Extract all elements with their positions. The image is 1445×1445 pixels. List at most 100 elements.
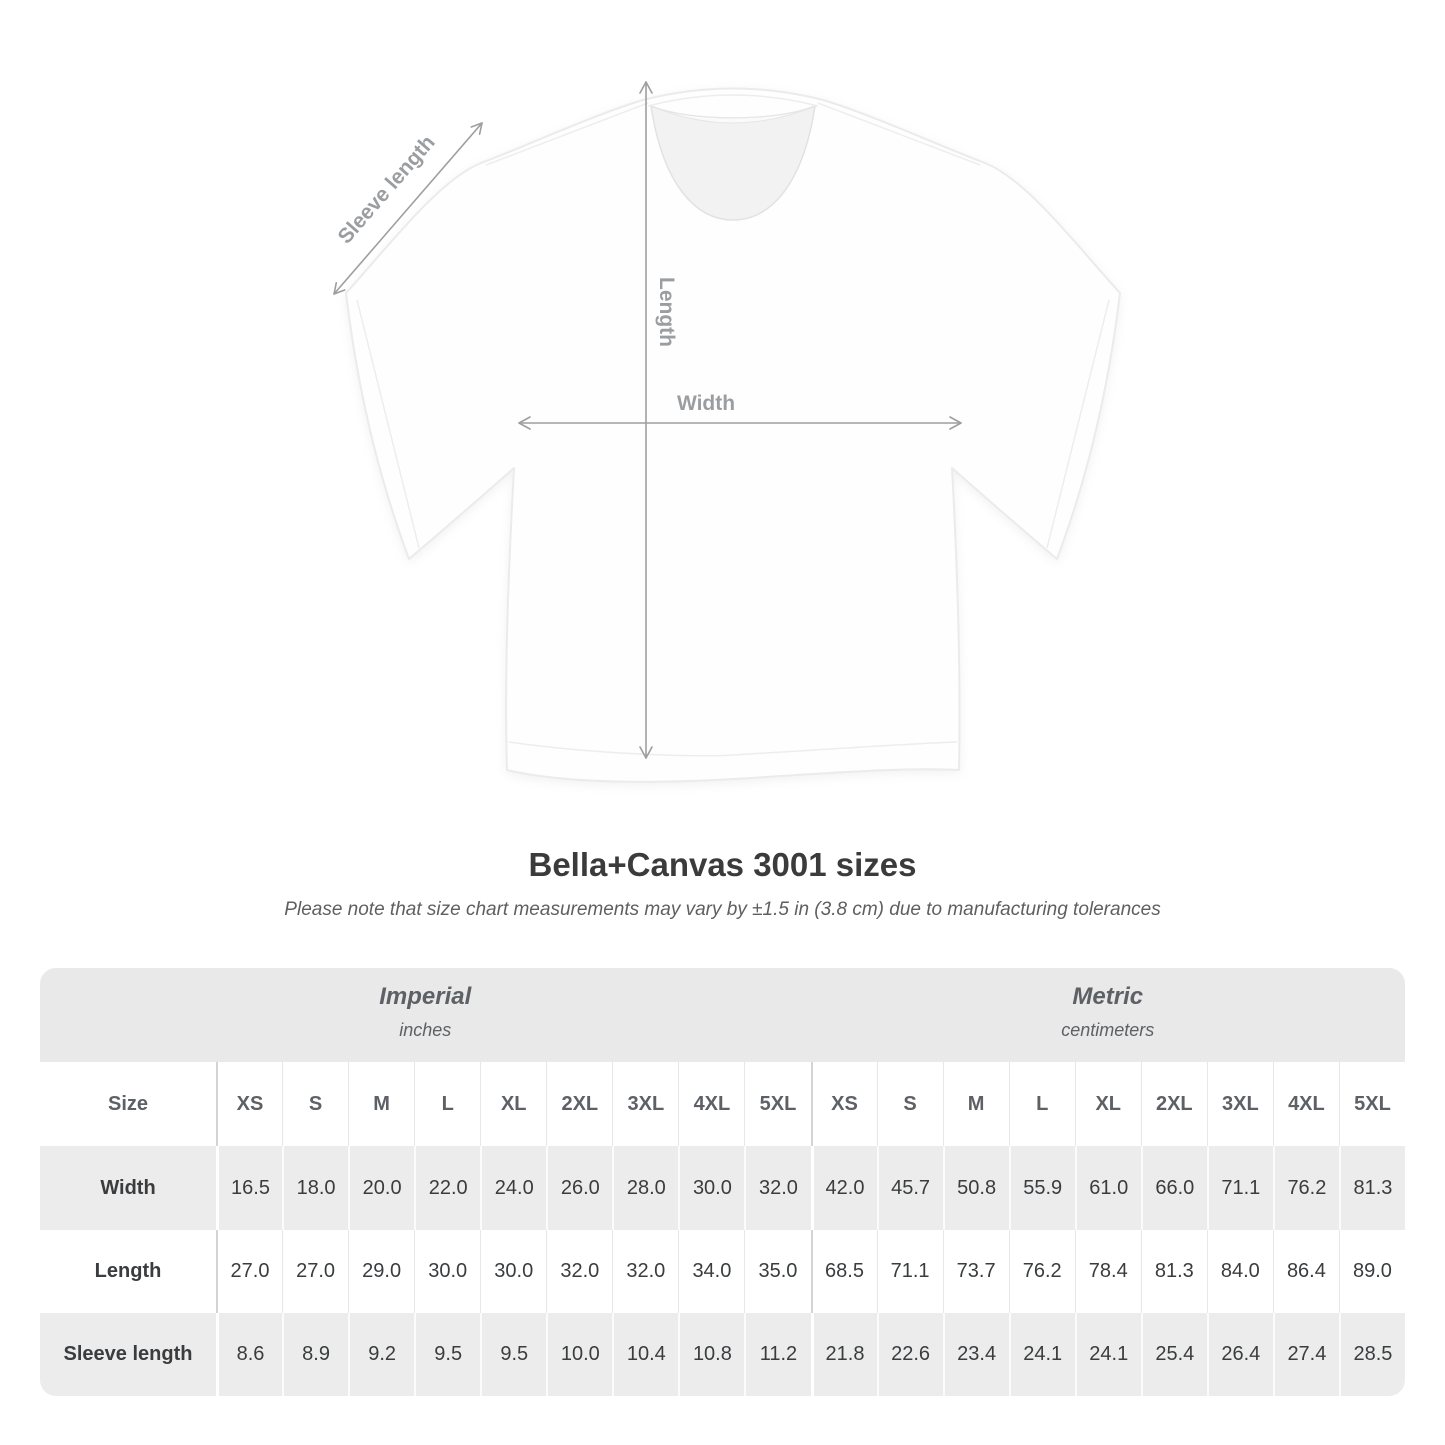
unit-header-band: Imperial inches Metric centimeters bbox=[40, 968, 1405, 1062]
size-header-cell: 5XL bbox=[744, 1062, 811, 1146]
value-cell: 8.6 bbox=[216, 1313, 283, 1396]
value-cell: 81.3 bbox=[1140, 1230, 1207, 1313]
sleeve-hems bbox=[356, 299, 1110, 549]
value-cell: 29.0 bbox=[348, 1230, 415, 1313]
value-cell: 32.0 bbox=[612, 1230, 679, 1313]
size-column-header: Size bbox=[40, 1062, 216, 1146]
size-header-cell: 2XL bbox=[1140, 1062, 1207, 1146]
size-header-cell: XL bbox=[1074, 1062, 1141, 1146]
table-row: Length 27.0 27.0 29.0 30.0 30.0 32.0 32.0 34.0 35… bbox=[40, 1230, 1405, 1313]
table-row: Width 16.5 18.0 20.0 22.0 24.0 26.0 28.0 30.0 32.… bbox=[40, 1146, 1405, 1230]
width-label: Width bbox=[676, 392, 736, 415]
size-header-cell: 4XL bbox=[678, 1062, 745, 1146]
value-cell: 35.0 bbox=[744, 1230, 811, 1313]
row-label-cell: Sleeve length bbox=[40, 1313, 216, 1396]
tshirt-illustration bbox=[333, 81, 1121, 783]
value-cell: 22.6 bbox=[876, 1313, 943, 1396]
metric-section-header: Metric centimeters bbox=[810, 968, 1405, 1062]
tshirt-shape bbox=[345, 87, 1121, 783]
value-cell: 27.0 bbox=[282, 1230, 349, 1313]
value-cell: 55.9 bbox=[1008, 1146, 1075, 1230]
shoulder-seams bbox=[485, 102, 981, 166]
size-header-cell: 4XL bbox=[1272, 1062, 1339, 1146]
value-cell: 73.7 bbox=[942, 1230, 1009, 1313]
metric-unit: centimeters bbox=[1061, 1020, 1155, 1040]
size-header-cell: S bbox=[876, 1062, 943, 1146]
value-cell: 24.1 bbox=[1008, 1313, 1075, 1396]
value-cell: 71.1 bbox=[1206, 1146, 1273, 1230]
value-cell: 30.0 bbox=[678, 1146, 745, 1230]
title-block: Bella+Canvas 3001 sizes Please note that… bbox=[0, 845, 1445, 921]
value-cell: 34.0 bbox=[678, 1230, 745, 1313]
length-arrow bbox=[639, 81, 653, 759]
size-chart-table: Imperial inches Metric centimeters Size X… bbox=[40, 968, 1405, 1396]
table-row: Size XS S M L XL 2XL 3XL 4XL 5XL XS S M L XL 2XL 3XL 4XL 5… bbox=[40, 1062, 1405, 1146]
metric-title: Metric bbox=[1072, 983, 1144, 1010]
value-cell: 9.5 bbox=[480, 1313, 547, 1396]
value-cell: 25.4 bbox=[1140, 1313, 1207, 1396]
size-header-cell: XS bbox=[810, 1062, 877, 1146]
value-cell: 28.0 bbox=[612, 1146, 679, 1230]
value-cell: 84.0 bbox=[1206, 1230, 1273, 1313]
value-cell: 27.0 bbox=[216, 1230, 283, 1313]
value-cell: 76.2 bbox=[1272, 1146, 1339, 1230]
size-header-cell: M bbox=[348, 1062, 415, 1146]
width-arrow bbox=[518, 416, 962, 430]
value-cell: 10.4 bbox=[612, 1313, 679, 1396]
hem-stitch bbox=[508, 741, 958, 757]
value-cell: 9.5 bbox=[414, 1313, 481, 1396]
size-header-cell: 3XL bbox=[612, 1062, 679, 1146]
value-cell: 20.0 bbox=[348, 1146, 415, 1230]
value-cell: 11.2 bbox=[744, 1313, 811, 1396]
size-header-cell: XL bbox=[480, 1062, 547, 1146]
value-cell: 8.9 bbox=[282, 1313, 349, 1396]
value-cell: 68.5 bbox=[810, 1230, 877, 1313]
length-label: Length bbox=[655, 277, 678, 347]
value-cell: 16.5 bbox=[216, 1146, 283, 1230]
value-cell: 42.0 bbox=[810, 1146, 877, 1230]
tshirt-diagram: Sleeve length Length Width bbox=[333, 81, 1121, 783]
size-header-cell: S bbox=[282, 1062, 349, 1146]
value-cell: 27.4 bbox=[1272, 1313, 1339, 1396]
value-cell: 26.4 bbox=[1206, 1313, 1273, 1396]
value-cell: 23.4 bbox=[942, 1313, 1009, 1396]
table-row: Sleeve length 8.6 8.9 9.2 9.5 9.5 10.0 10.4 10.8… bbox=[40, 1313, 1405, 1396]
value-cell: 78.4 bbox=[1074, 1230, 1141, 1313]
size-header-cell: M bbox=[942, 1062, 1009, 1146]
value-cell: 10.8 bbox=[678, 1313, 745, 1396]
value-cell: 89.0 bbox=[1338, 1230, 1405, 1313]
size-header-cell: 3XL bbox=[1206, 1062, 1273, 1146]
value-cell: 66.0 bbox=[1140, 1146, 1207, 1230]
size-header-cell: 5XL bbox=[1338, 1062, 1405, 1146]
value-cell: 22.0 bbox=[414, 1146, 481, 1230]
value-cell: 45.7 bbox=[876, 1146, 943, 1230]
value-cell: 50.8 bbox=[942, 1146, 1009, 1230]
value-cell: 81.3 bbox=[1338, 1146, 1405, 1230]
value-cell: 9.2 bbox=[348, 1313, 415, 1396]
value-cell: 26.0 bbox=[546, 1146, 613, 1230]
value-cell: 28.5 bbox=[1338, 1313, 1405, 1396]
sleeve-length-arrow bbox=[333, 122, 483, 295]
value-cell: 30.0 bbox=[480, 1230, 547, 1313]
imperial-title: Imperial bbox=[379, 983, 472, 1010]
value-cell: 86.4 bbox=[1272, 1230, 1339, 1313]
value-cell: 18.0 bbox=[282, 1146, 349, 1230]
value-cell: 32.0 bbox=[546, 1230, 613, 1313]
table-rows: Size XS S M L XL 2XL 3XL 4XL 5XL XS S M L XL 2XL 3XL 4XL 5… bbox=[40, 1062, 1405, 1396]
value-cell: 32.0 bbox=[744, 1146, 811, 1230]
chart-title: Bella+Canvas 3001 sizes bbox=[528, 846, 917, 883]
size-header-cell: L bbox=[1008, 1062, 1075, 1146]
imperial-unit: inches bbox=[399, 1020, 452, 1040]
row-label-cell: Length bbox=[40, 1230, 216, 1313]
size-header-cell: 2XL bbox=[546, 1062, 613, 1146]
row-label-cell: Width bbox=[40, 1146, 216, 1230]
size-header-cell: XS bbox=[216, 1062, 283, 1146]
value-cell: 24.1 bbox=[1074, 1313, 1141, 1396]
imperial-section-header: Imperial inches bbox=[40, 968, 811, 1062]
value-cell: 30.0 bbox=[414, 1230, 481, 1313]
value-cell: 61.0 bbox=[1074, 1146, 1141, 1230]
size-header-cell: L bbox=[414, 1062, 481, 1146]
value-cell: 71.1 bbox=[876, 1230, 943, 1313]
chart-note: Please note that size chart measurements… bbox=[284, 899, 1161, 920]
